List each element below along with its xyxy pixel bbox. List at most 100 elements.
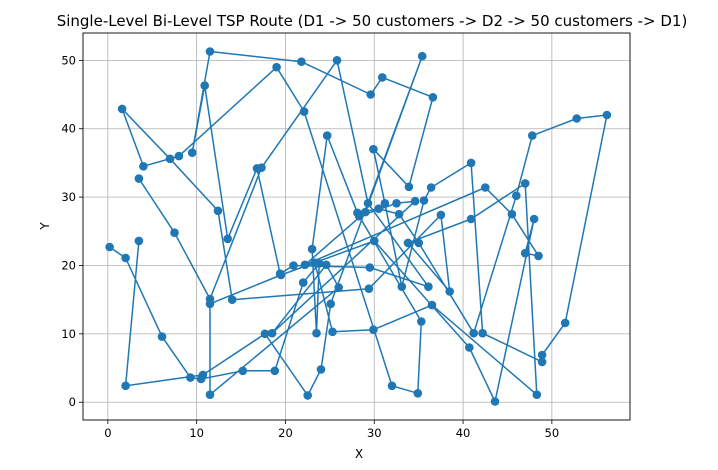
- route-point: [332, 56, 342, 65]
- route-point: [404, 182, 414, 192]
- route-point: [328, 327, 337, 337]
- route-point: [428, 93, 438, 102]
- route-point: [134, 174, 144, 183]
- chart-title: Single-Level Bi-Level TSP Route (D1 -> 5…: [57, 12, 688, 30]
- route-point: [289, 261, 298, 270]
- route-point: [397, 282, 407, 292]
- x-tick-label: 40: [456, 426, 471, 440]
- route-point: [534, 251, 543, 261]
- route-point: [410, 196, 420, 206]
- route-point: [198, 370, 208, 380]
- route-point: [413, 389, 423, 398]
- route-point: [537, 357, 547, 367]
- route-point: [117, 104, 127, 114]
- route-point: [310, 258, 320, 268]
- route-point: [520, 248, 530, 258]
- x-tick-label: 30: [367, 426, 382, 440]
- route-point: [481, 183, 490, 192]
- route-point: [257, 163, 266, 172]
- route-point: [403, 238, 413, 248]
- route-point: [414, 238, 424, 248]
- x-tick-label: 10: [189, 426, 204, 440]
- route-point: [326, 299, 336, 309]
- route-point: [165, 154, 175, 164]
- route-point: [436, 210, 446, 220]
- route-point: [105, 242, 114, 252]
- points-layer: [105, 47, 612, 406]
- route-point: [490, 397, 500, 406]
- route-point: [205, 47, 215, 56]
- route-point: [307, 244, 317, 254]
- y-axis-label: Y: [38, 222, 52, 231]
- route-point: [205, 390, 215, 400]
- route-point: [370, 236, 379, 246]
- route-point: [520, 179, 530, 188]
- route-point: [380, 199, 390, 208]
- route-point: [223, 234, 232, 244]
- ticks-layer: 0 10 20 30 40 50 0 10 20 30 40 50: [61, 53, 559, 440]
- route-point: [213, 206, 223, 216]
- grid: [83, 33, 630, 420]
- route-point: [528, 131, 537, 140]
- route-point: [334, 283, 344, 292]
- route-point: [366, 90, 376, 99]
- route-point: [417, 317, 426, 326]
- x-axis-label: X: [355, 447, 363, 461]
- route-point: [572, 114, 581, 123]
- route-point: [227, 295, 237, 305]
- route-point: [300, 260, 310, 270]
- route-point: [507, 209, 517, 219]
- route-point: [312, 328, 321, 338]
- route-point: [187, 148, 197, 157]
- route-point: [260, 329, 270, 339]
- route-point: [529, 214, 539, 224]
- y-tick-label: 40: [61, 122, 76, 136]
- route-point: [200, 81, 209, 90]
- route-point: [205, 299, 215, 309]
- route-point: [387, 381, 397, 391]
- route-point: [374, 204, 384, 213]
- route-point: [478, 328, 487, 338]
- route-point: [426, 183, 436, 192]
- route-point: [297, 57, 306, 66]
- y-tick-label: 30: [61, 190, 76, 204]
- route-point: [512, 191, 521, 200]
- route-point: [322, 131, 332, 140]
- route-point: [365, 263, 375, 272]
- route-point: [465, 343, 474, 352]
- route-point: [157, 332, 167, 341]
- route-point: [299, 107, 309, 116]
- route-point: [298, 278, 308, 287]
- route-point: [466, 158, 476, 168]
- route-point: [364, 284, 374, 294]
- x-tick-label: 20: [278, 426, 293, 440]
- route-point: [392, 199, 401, 208]
- route-point: [445, 287, 455, 296]
- route-point: [121, 381, 130, 391]
- series-layer: [109, 50, 608, 403]
- route-point: [560, 318, 570, 328]
- route-point: [170, 228, 179, 237]
- route-point: [466, 214, 476, 224]
- route-point: [363, 199, 373, 208]
- route-point: [134, 236, 144, 246]
- route-point: [316, 365, 326, 374]
- route-point: [369, 144, 378, 154]
- route-point: [419, 196, 429, 205]
- y-tick-label: 50: [61, 53, 76, 67]
- y-tick-label: 0: [69, 395, 76, 409]
- route-point: [537, 350, 547, 360]
- route-point: [469, 328, 479, 338]
- route-point: [270, 366, 280, 376]
- route-point: [378, 73, 387, 82]
- route-point: [394, 209, 404, 219]
- route-point: [267, 328, 277, 338]
- route-point: [427, 300, 437, 310]
- x-tick-label: 50: [545, 426, 560, 440]
- route-point: [121, 253, 130, 263]
- route-point: [602, 110, 612, 120]
- route-point: [276, 270, 286, 280]
- plot-frame: [82, 32, 631, 421]
- route-point: [532, 390, 542, 400]
